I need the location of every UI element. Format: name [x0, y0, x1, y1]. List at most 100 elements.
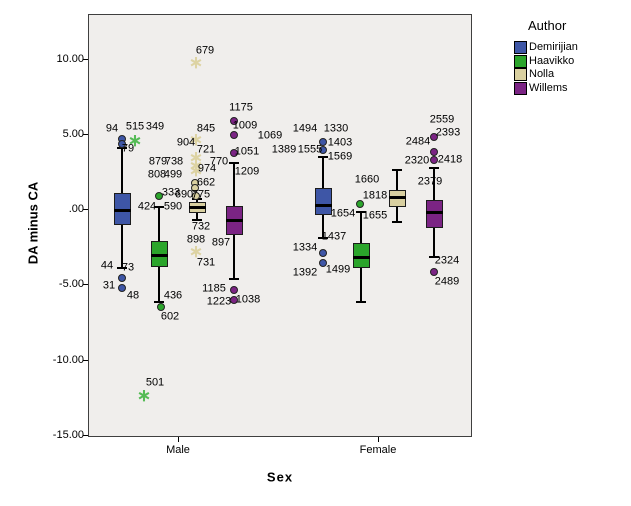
y-tick-label: 10.00	[56, 52, 84, 65]
case-label: 94	[105, 122, 119, 135]
case-label: 1185	[202, 282, 226, 295]
outlier-point	[319, 259, 327, 268]
whisker-cap-high	[117, 147, 127, 150]
case-label: 2320	[404, 154, 430, 167]
case-label: 1069	[257, 129, 283, 142]
case-label: 738	[164, 155, 184, 168]
case-label: 333	[161, 186, 181, 199]
outlier-point	[230, 130, 238, 139]
box-haavikko	[151, 241, 168, 267]
case-label: 602	[160, 310, 180, 323]
whisker-cap-low	[192, 218, 202, 221]
legend-title: Author	[528, 18, 567, 33]
case-label: 1389	[271, 143, 297, 156]
median-line	[151, 254, 168, 258]
median-line	[389, 195, 406, 199]
y-axis-title: DA minus CA	[25, 181, 41, 265]
case-label: 590	[163, 200, 183, 213]
median-line	[426, 211, 443, 214]
median-line	[315, 203, 332, 207]
case-label: 1660	[354, 173, 380, 186]
case-label: 2393	[435, 126, 461, 139]
whisker-cap-low	[229, 277, 239, 280]
case-label: 690	[174, 188, 194, 201]
median-line	[353, 256, 370, 259]
median-line	[226, 218, 243, 222]
case-label: 1499	[325, 263, 351, 276]
outlier-point	[157, 302, 165, 311]
legend: Author Demirijian Haavikko Nolla Willems	[514, 18, 578, 96]
case-label: 974	[197, 162, 217, 175]
case-label: 1334	[292, 241, 318, 254]
whisker-cap-low	[356, 301, 366, 303]
case-label: 1569	[327, 150, 353, 163]
case-label: 845	[196, 122, 216, 135]
legend-entry-label: Haavikko	[529, 54, 575, 67]
legend-swatch-icon	[514, 68, 527, 81]
case-label: 1223	[206, 295, 232, 308]
legend-entry-willems: Willems	[514, 81, 578, 95]
case-label: 679	[195, 44, 215, 57]
whisker-cap-high	[229, 161, 239, 164]
legend-entries: Demirijian Haavikko Nolla Willems	[514, 41, 578, 95]
extreme-point: ∗	[127, 130, 143, 150]
case-label: 349	[145, 120, 165, 133]
case-label: 808	[147, 168, 167, 181]
case-label: 1038	[235, 293, 261, 306]
case-label: 1437	[321, 230, 347, 243]
legend-entry-label: Nolla	[529, 68, 555, 80]
case-label: 1494	[292, 122, 318, 135]
case-label: 79	[121, 142, 135, 155]
extreme-point: ∗	[188, 147, 204, 167]
outlier-point	[192, 192, 200, 201]
outlier-point	[430, 268, 438, 277]
outlier-point	[319, 248, 327, 257]
extreme-point: ∗	[188, 130, 204, 150]
outlier-point	[191, 183, 199, 192]
box-demirijian	[114, 193, 131, 225]
outlier-point	[118, 139, 126, 148]
extreme-point: ∗	[136, 385, 152, 405]
whisker-cap-high	[429, 167, 439, 170]
case-label: 897	[211, 236, 231, 249]
whisker-cap-low	[117, 266, 127, 269]
case-label: 2484	[405, 135, 431, 148]
case-label: 501	[145, 376, 165, 389]
outlier-point	[230, 149, 238, 157]
legend-swatch-icon	[514, 54, 527, 68]
plot-area	[88, 14, 472, 437]
extreme-point: ∗	[188, 53, 204, 72]
case-label: 2559	[429, 113, 455, 126]
x-axis-title: Sex	[266, 469, 294, 485]
x-tick-mark	[178, 437, 179, 442]
extreme-point: ∗	[188, 242, 204, 262]
case-label: 2418	[437, 153, 463, 166]
y-tick-mark	[83, 284, 88, 286]
outlier-point	[230, 296, 238, 305]
outlier-point	[319, 146, 327, 154]
case-label: 662	[196, 176, 216, 189]
case-label: 1655	[362, 209, 388, 222]
outlier-point	[430, 147, 438, 156]
y-tick-mark	[83, 359, 88, 361]
x-category-label: Male	[166, 444, 190, 456]
case-label: 31	[102, 279, 116, 292]
case-label: 1555	[297, 143, 323, 156]
case-label: 721	[196, 143, 216, 156]
extreme-point: ∗	[188, 161, 204, 181]
whisker-cap-high	[318, 156, 328, 159]
case-label: 732	[191, 220, 211, 233]
whisker-cap-low	[154, 301, 164, 303]
case-label: 898	[186, 233, 206, 246]
y-tick-mark	[83, 58, 88, 60]
case-label: 770	[209, 155, 229, 168]
legend-entry-label: Demirijian	[529, 41, 578, 53]
whisker-cap-high	[356, 211, 366, 213]
x-tick-mark	[378, 437, 379, 442]
case-label: 1051	[234, 145, 260, 158]
case-label: 1209	[234, 165, 260, 178]
case-label: 1654	[330, 207, 356, 220]
median-line	[114, 209, 131, 213]
outlier-point	[356, 200, 364, 209]
